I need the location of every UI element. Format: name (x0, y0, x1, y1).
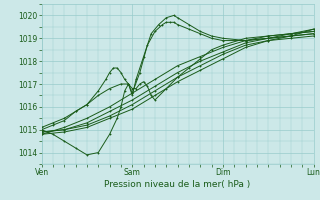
X-axis label: Pression niveau de la mer( hPa ): Pression niveau de la mer( hPa ) (104, 180, 251, 189)
